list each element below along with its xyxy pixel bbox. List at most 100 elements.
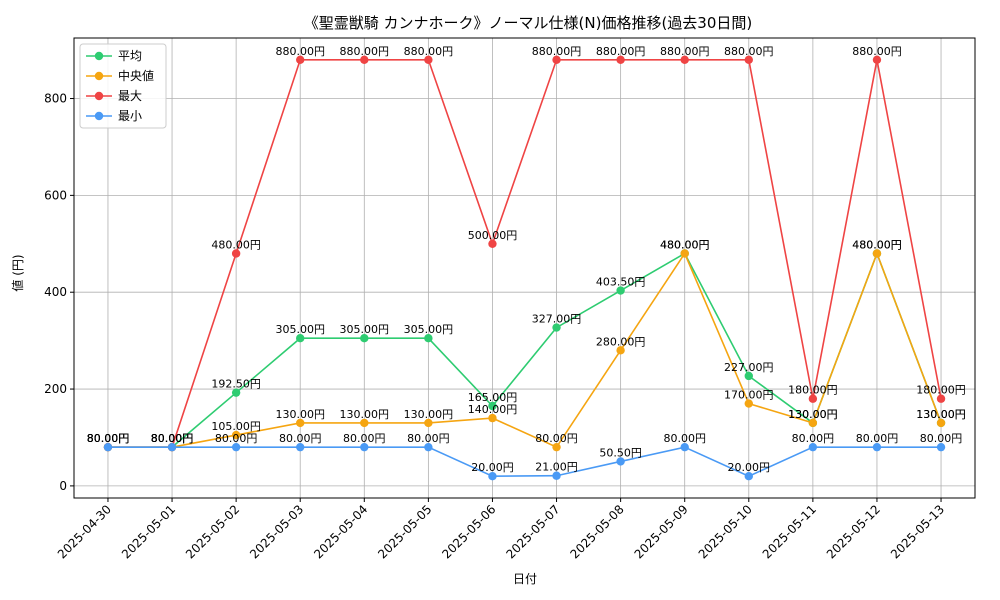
x-tick-label: 2025-05-04: [311, 502, 370, 561]
legend-swatch-marker: [94, 91, 104, 101]
data-point: [231, 249, 241, 258]
data-label: 880.00円: [852, 45, 902, 58]
data-label: 480.00円: [211, 238, 261, 251]
data-point: [616, 457, 625, 466]
data-labels: 80.00円 80.00円 192.50円 305.00円 305.00円 305.00円…: [87, 45, 966, 474]
data-label: 880.00円: [660, 45, 710, 58]
x-tick-label: 2025-05-01: [119, 502, 178, 561]
data-label: 80.00円: [215, 432, 258, 445]
data-label: 80.00円: [87, 432, 130, 445]
data-label: 80.00円: [663, 432, 706, 445]
data-point: [296, 334, 305, 343]
data-point: [552, 55, 561, 64]
data-label: 227.00円: [724, 361, 774, 374]
data-label: 80.00円: [535, 432, 578, 445]
data-label: 130.00円: [916, 408, 966, 421]
data-point: [680, 249, 689, 258]
data-label: 480.00円: [852, 238, 902, 251]
data-label: 880.00円: [340, 45, 390, 58]
data-point: [808, 394, 818, 403]
data-point: [360, 418, 369, 428]
data-label: 880.00円: [404, 45, 454, 58]
series-layer: [103, 55, 946, 481]
x-tick-label: 2025-05-05: [375, 502, 434, 561]
data-label: 305.00円: [404, 323, 454, 336]
data-label: 130.00円: [275, 408, 325, 421]
x-tick-label: 2025-05-06: [439, 502, 498, 561]
legend-entry: 最大: [118, 89, 142, 103]
data-point: [936, 442, 946, 452]
data-point: [231, 388, 241, 397]
data-point: [296, 442, 305, 452]
data-point: [360, 55, 369, 64]
data-label: 80.00円: [920, 432, 963, 445]
data-point: [680, 55, 689, 64]
chart-title: 《聖霊獣騎 カンナホーク》ノーマル仕様(N)価格推移(過去30日間): [304, 14, 753, 32]
data-point: [616, 55, 625, 64]
x-tick-label: 2025-05-09: [632, 502, 691, 561]
data-point: [872, 55, 882, 64]
data-label: 327.00円: [532, 313, 582, 326]
x-tick-label: 2025-05-02: [183, 502, 242, 561]
data-point: [103, 442, 113, 452]
data-label: 80.00円: [87, 432, 130, 445]
data-label: 480.00円: [660, 238, 710, 251]
grid: [74, 38, 975, 498]
data-point: [744, 399, 753, 408]
data-label: 480.00円: [660, 238, 710, 251]
data-label: 130.00円: [788, 408, 838, 421]
legend-box: [79, 43, 167, 129]
data-label: 50.50円: [599, 446, 642, 459]
data-label: 130.00円: [340, 408, 390, 421]
data-label: 20.00円: [471, 461, 514, 474]
data-label: 180.00円: [788, 384, 838, 397]
x-axis-label: 日付: [513, 572, 537, 586]
data-label: 880.00円: [532, 45, 582, 58]
data-point: [360, 334, 369, 343]
data-label: 80.00円: [151, 432, 194, 445]
x-tick-label: 2025-05-08: [568, 502, 627, 561]
data-label: 80.00円: [279, 432, 322, 445]
y-tick-label: 0: [59, 479, 67, 493]
data-point: [552, 442, 561, 452]
data-point: [744, 371, 753, 381]
data-point: [552, 471, 561, 480]
x-tick-label: 2025-04-30: [55, 502, 114, 561]
data-label: 880.00円: [275, 45, 325, 58]
data-point: [936, 394, 946, 403]
data-label: 192.50円: [211, 378, 261, 391]
data-point: [296, 418, 305, 428]
data-label: 130.00円: [916, 408, 966, 421]
data-label: 105.00円: [211, 420, 261, 433]
data-label: 80.00円: [151, 432, 194, 445]
data-label: 80.00円: [407, 432, 450, 445]
series-line: [107, 251, 942, 448]
data-label: 130.00円: [404, 408, 454, 421]
data-label: 165.00円: [468, 391, 518, 404]
legend-swatch-marker: [94, 71, 104, 81]
series-line: [107, 251, 942, 449]
data-label: 305.00円: [340, 323, 390, 336]
x-tick-label: 2025-05-07: [503, 502, 562, 561]
plot-frame: [73, 37, 976, 499]
axes: 2025-04-30 2025-05-01 2025-05-02 2025-05-03…: [44, 92, 947, 562]
x-tick-label: 2025-05-10: [696, 502, 755, 561]
data-label: 80.00円: [792, 432, 835, 445]
data-label: 880.00円: [724, 45, 774, 58]
data-point: [872, 442, 882, 452]
legend-swatch-marker: [94, 111, 104, 121]
data-label: 21.00円: [535, 461, 578, 474]
legend-entry: 最小: [118, 109, 142, 123]
data-label: 80.00円: [87, 432, 130, 445]
data-label: 140.00円: [468, 403, 518, 416]
data-label: 500.00円: [468, 229, 518, 242]
data-point: [424, 334, 433, 343]
data-point: [936, 418, 946, 428]
x-tick-label: 2025-05-13: [888, 502, 947, 561]
data-point: [360, 442, 369, 452]
data-point: [231, 442, 241, 452]
data-label: 280.00円: [596, 335, 646, 348]
data-point: [552, 323, 561, 332]
